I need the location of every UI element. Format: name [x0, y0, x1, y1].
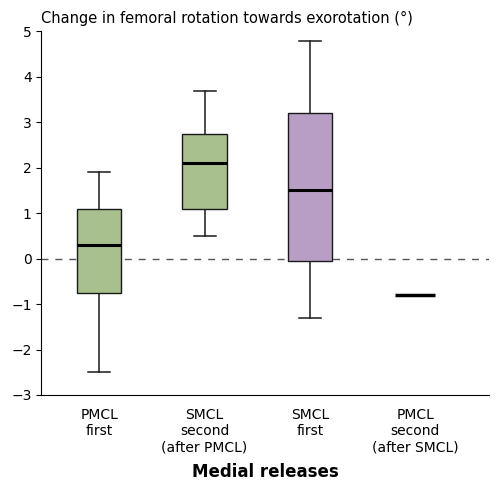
Text: Change in femoral rotation towards exorotation (°): Change in femoral rotation towards exoro… — [42, 11, 413, 26]
X-axis label: Medial releases: Medial releases — [192, 463, 338, 481]
Bar — [77, 209, 122, 293]
Bar — [182, 134, 226, 209]
Bar — [288, 113, 332, 261]
